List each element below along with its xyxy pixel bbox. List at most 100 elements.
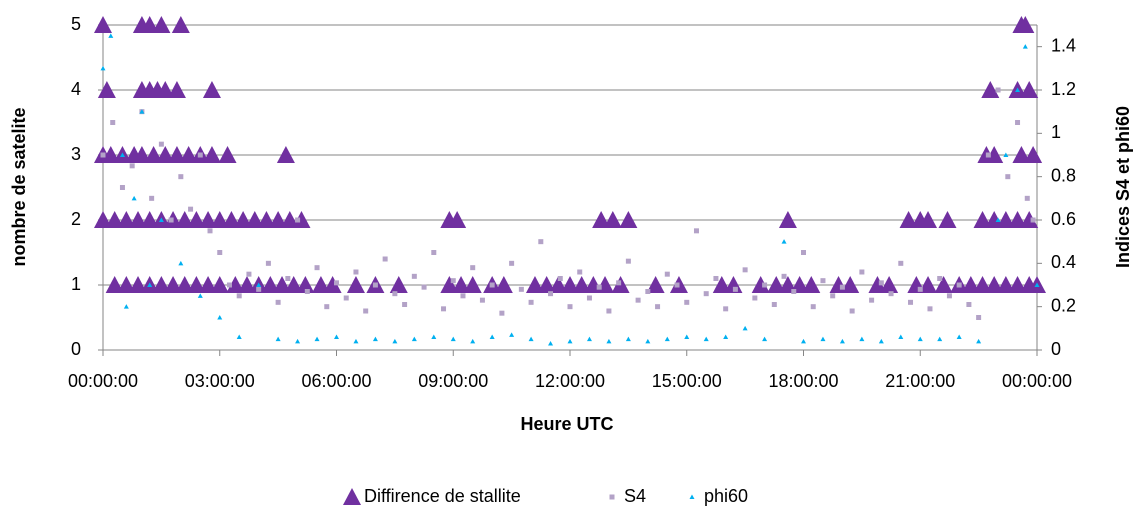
square-marker [752,295,758,301]
triangle-marker [996,211,1015,228]
triangle-marker [919,276,938,293]
triangle-marker [1020,211,1039,228]
x-tick-label: 21:00:00 [885,371,955,391]
y2-tick-label: 0.2 [1051,295,1076,315]
square-marker [226,282,232,288]
square-marker [917,286,923,292]
square-marker [557,276,563,281]
small-triangle-marker [586,336,592,342]
triangle-marker [210,276,229,293]
square-marker [703,291,709,297]
small-triangle-marker [937,336,943,342]
square-marker [197,152,203,158]
square-marker [946,293,952,299]
small-triangle-marker [123,304,129,309]
square-marker [830,293,836,299]
y2-tick-label: 1 [1051,122,1061,142]
square-marker [421,284,427,290]
triangle-marker [210,211,229,228]
triangle-marker [132,146,151,163]
triangle-marker [179,146,198,163]
small-triangle-marker [956,334,962,339]
triangle-marker [202,146,221,163]
small-triangle-marker [147,282,153,287]
x-tick-label: 09:00:00 [418,371,488,391]
triangle-marker [140,16,159,33]
triangle-marker [129,211,148,228]
small-triangle-marker [295,338,301,344]
square-marker [742,267,748,273]
square-marker [732,286,738,292]
small-triangle-marker [392,338,398,344]
triangle-marker [619,211,638,228]
triangle-marker [296,276,315,293]
triangle-marker [323,276,342,293]
triangle-marker [199,276,218,293]
square-marker [129,163,135,169]
x-tick-label: 06:00:00 [301,371,371,391]
square-marker [596,284,602,290]
triangle-marker [996,276,1015,293]
triangle-marker [981,81,1000,98]
triangle-marker [1008,211,1027,228]
triangle-marker [712,276,731,293]
triangle-marker [222,211,241,228]
triangle-marker [751,276,770,293]
square-marker [995,87,1001,93]
square-marker [645,289,651,294]
small-triangle-marker [645,338,651,344]
small-triangle-marker [762,336,768,342]
square-marker [509,260,515,266]
square-marker [693,228,699,234]
small-triangle-marker [450,336,456,342]
triangle-marker [603,211,622,228]
triangle-marker [234,211,253,228]
triangle-marker [245,211,264,228]
y2-tick-label: 1.4 [1051,35,1076,55]
y2-tick-label: 0.8 [1051,165,1076,185]
square-marker [188,206,194,212]
triangle-marker [463,276,482,293]
small-triangle-marker [411,336,417,342]
triangle-marker [276,146,295,163]
small-triangle-marker [217,315,223,320]
triangle-marker [525,276,544,293]
square-marker [956,282,962,288]
square-marker [372,282,378,288]
square-marker [207,228,213,234]
square-marker [343,295,349,301]
triangle-marker [549,276,568,293]
triangle-marker [346,276,365,293]
y-tick-label: 5 [71,14,81,34]
square-marker [684,299,690,305]
small-triangle-marker [158,217,164,222]
triangle-marker [985,276,1004,293]
small-triangle-marker [976,338,982,344]
triangle-marker [778,211,797,228]
x-tick-label: 00:00:00 [1002,371,1072,391]
triangle-marker [171,16,190,33]
small-triangle-marker [431,334,437,339]
small-triangle-marker [139,109,145,114]
square-marker [392,291,398,297]
square-marker [674,282,680,288]
square-marker [314,265,320,271]
small-triangle-marker [548,341,554,346]
x-axis-title: Heure UTC [520,414,613,434]
triangle-marker [452,276,471,293]
triangle-marker [237,276,256,293]
triangle-marker [167,146,186,163]
square-marker [470,265,476,271]
triangle-marker [269,211,288,228]
square-marker [363,308,369,314]
triangle-marker [985,146,1004,163]
triangle-marker [167,81,186,98]
y-tick-label: 4 [71,79,81,99]
square-marker [985,152,991,158]
y-tick-label: 1 [71,274,81,294]
triangle-marker [561,276,579,293]
square-marker [548,291,554,297]
square-marker [898,260,904,266]
small-triangle-marker [131,195,137,201]
triangle-marker [343,488,361,505]
